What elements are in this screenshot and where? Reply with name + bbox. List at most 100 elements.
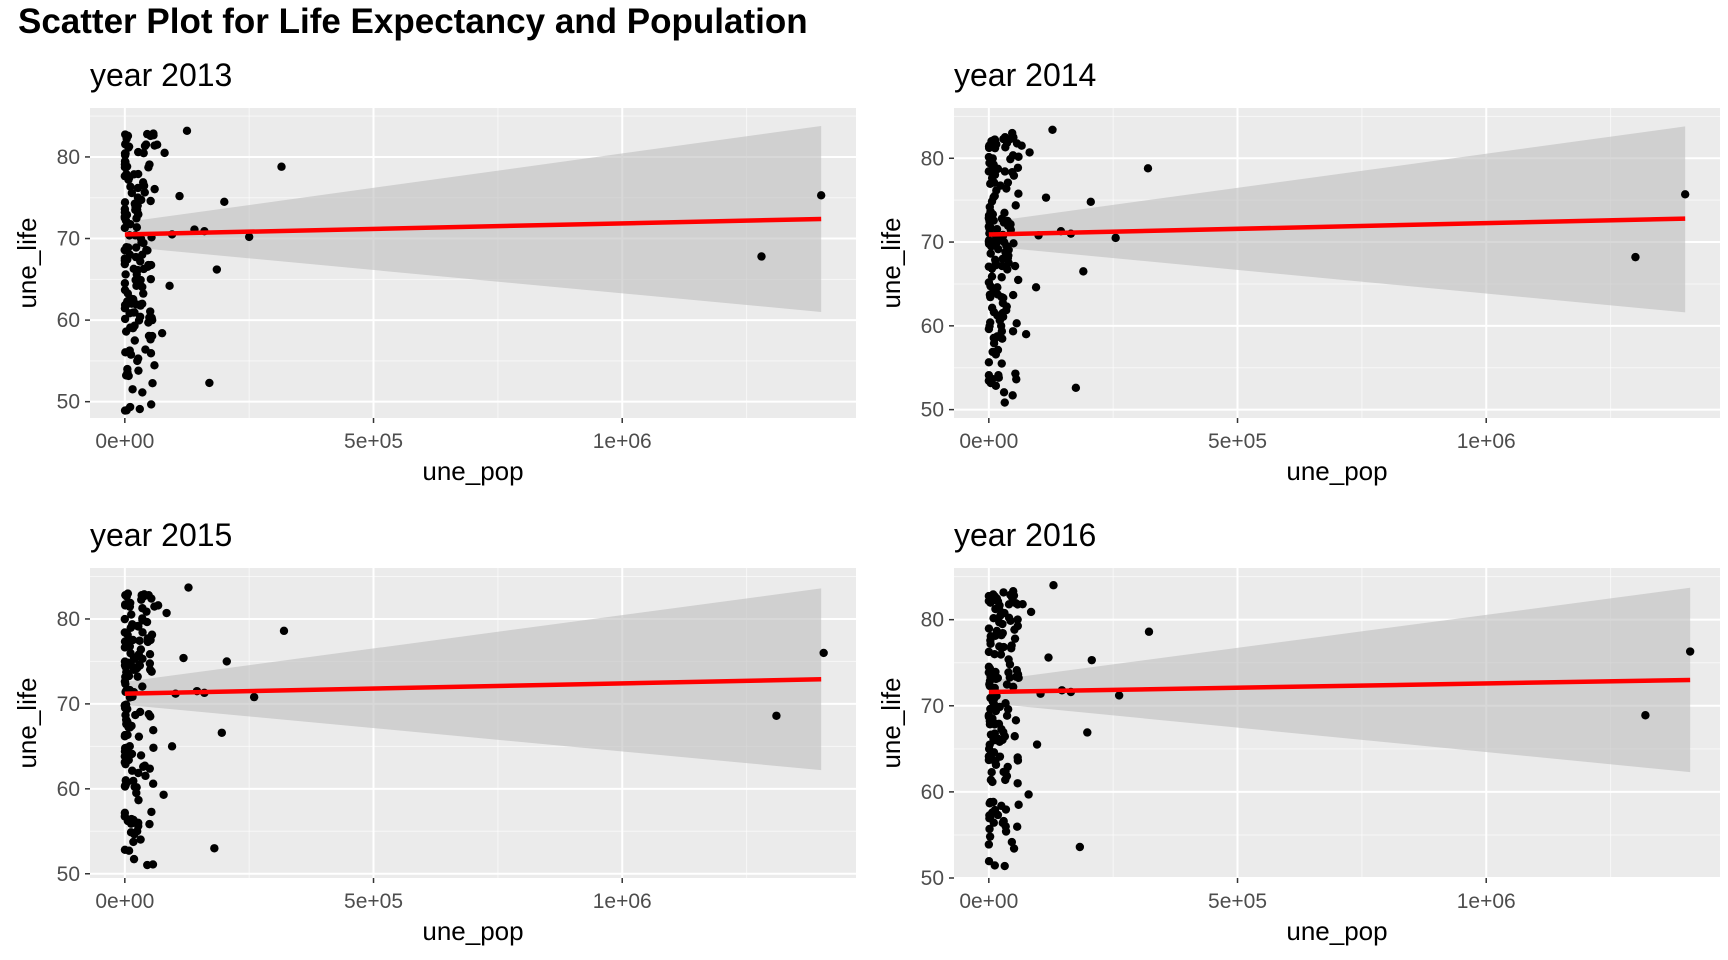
y-tick-label: 80	[57, 146, 80, 169]
data-point	[144, 709, 153, 719]
data-point	[120, 198, 130, 207]
data-point	[1685, 647, 1695, 656]
data-point	[1012, 319, 1021, 328]
x-tick-label: 1e+06	[1457, 890, 1516, 913]
regression-line	[124, 216, 822, 237]
data-point	[147, 807, 156, 817]
data-point	[124, 175, 133, 184]
data-point	[990, 135, 1000, 144]
x-tick-label: 5e+05	[344, 430, 403, 453]
data-point	[1144, 627, 1154, 636]
data-point	[1013, 163, 1023, 172]
data-point	[1014, 800, 1023, 809]
data-point	[149, 726, 158, 735]
data-point	[1008, 391, 1017, 400]
data-point	[126, 350, 136, 359]
data-point	[984, 237, 994, 246]
data-point	[122, 210, 132, 220]
data-point	[1026, 607, 1036, 617]
data-point	[1641, 711, 1650, 720]
data-point	[146, 349, 156, 358]
data-point	[167, 742, 177, 751]
data-point	[984, 857, 994, 866]
data-point	[995, 618, 1004, 627]
data-point	[134, 795, 143, 805]
data-point	[1049, 581, 1058, 590]
data-point	[1079, 267, 1088, 276]
data-point	[205, 378, 214, 388]
data-points	[984, 581, 1695, 871]
data-point	[1021, 330, 1031, 339]
data-point	[129, 837, 138, 847]
data-point	[984, 840, 994, 849]
data-point	[998, 312, 1008, 321]
data-point	[120, 732, 130, 741]
data-point	[993, 244, 1003, 254]
data-point	[984, 278, 994, 287]
data-point	[1009, 682, 1018, 692]
data-point	[1009, 239, 1018, 248]
panel-year-2013: year 2013 0e+00 5e+05 1e+06 50 60 70 80 une_pop u…	[0, 50, 864, 500]
data-point	[991, 261, 1000, 270]
data-point	[146, 274, 156, 284]
data-point	[132, 223, 142, 232]
data-point	[129, 665, 138, 675]
data-point	[121, 601, 130, 610]
data-point	[1014, 189, 1023, 198]
data-point	[819, 648, 828, 658]
data-point	[123, 297, 132, 306]
panel-year-2016: year 2016 0e+00 5e+05 1e+06 50 60 70 80 une_pop u…	[864, 510, 1728, 960]
x-tick-label: 1e+06	[593, 430, 652, 453]
data-point	[138, 628, 147, 637]
data-point	[143, 129, 152, 139]
data-point	[999, 588, 1008, 597]
data-point	[134, 732, 144, 741]
data-point	[279, 626, 289, 636]
y-tick-label: 80	[921, 147, 944, 170]
data-point	[141, 140, 151, 149]
data-point	[1002, 711, 1012, 720]
data-point	[1000, 208, 1009, 218]
data-point	[137, 250, 147, 260]
data-point	[134, 147, 143, 157]
figure-title: Scatter Plot for Life Expectancy and Pop…	[18, 2, 808, 41]
y-tick-label: 70	[57, 228, 80, 251]
data-point	[130, 336, 139, 345]
data-point	[135, 636, 144, 645]
data-point	[159, 790, 168, 799]
data-point	[997, 643, 1006, 653]
data-point	[120, 160, 130, 169]
data-point	[984, 324, 994, 334]
axis-ticks: 0e+00 5e+05 1e+06 50 60 70 80	[921, 609, 1516, 913]
y-axis-title: une_life	[12, 677, 42, 768]
data-point	[1010, 261, 1020, 271]
scatter-plot-2015: year 2015 0e+00 5e+05 1e+06 50 60 70 80 une_pop u…	[12, 517, 856, 946]
confidence-band	[988, 126, 1686, 313]
data-point	[120, 245, 130, 255]
data-point	[986, 598, 995, 607]
data-point	[1013, 779, 1022, 788]
data-point	[144, 331, 154, 341]
data-point	[122, 370, 132, 379]
data-point	[1006, 616, 1015, 626]
data-point	[146, 400, 156, 409]
data-point	[133, 672, 142, 681]
data-point	[772, 711, 781, 720]
data-point	[138, 388, 147, 397]
data-point	[1004, 600, 1014, 609]
data-point	[120, 279, 130, 288]
data-point	[129, 854, 139, 864]
data-point	[120, 314, 130, 324]
data-point	[1014, 152, 1023, 161]
data-point	[1002, 302, 1011, 311]
data-point	[133, 183, 143, 193]
data-point	[210, 844, 219, 853]
data-point	[134, 768, 143, 778]
axis-ticks: 0e+00 5e+05 1e+06 50 60 70 80	[57, 146, 652, 453]
y-tick-label: 80	[57, 608, 80, 631]
data-point	[985, 799, 994, 808]
data-point	[995, 702, 1004, 712]
data-point	[138, 282, 147, 292]
data-point	[179, 653, 188, 663]
